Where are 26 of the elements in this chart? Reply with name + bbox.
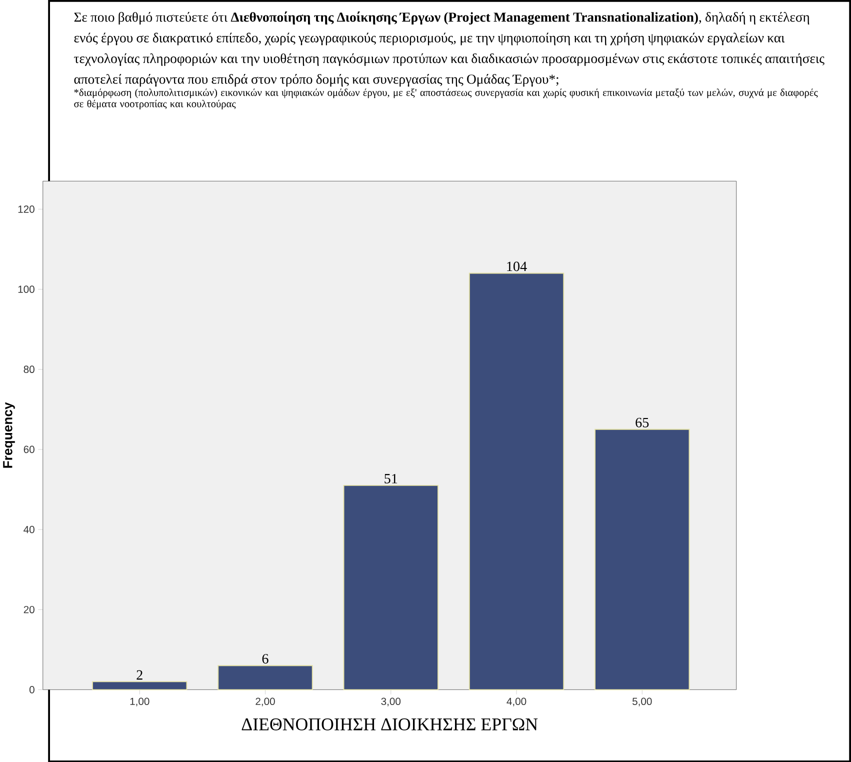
data-label: 104 <box>507 261 527 271</box>
y-axis-title: Frequency <box>3 402 15 468</box>
x-tick-label: 5,00 <box>632 698 652 706</box>
y-tick-label: 40 <box>24 526 34 534</box>
y-tick-label: 60 <box>24 446 34 453</box>
data-label: 65 <box>636 418 649 428</box>
chart-subtitle: *διαμόρφωση (πολυπολιτισμικών) εικονικών και ψηφιακών ομάδων έργου, με εξ' αποστάσεως συνεργασία και χωρίς φυσική επικοινωνία μεταξύ των μελών, συχνά με διαφορές σε θέματα νοοτροπίας και κουλτούρας <box>74 88 818 110</box>
data-label: 6 <box>262 654 268 664</box>
y-tick-label: 0 <box>29 686 34 694</box>
bar <box>343 484 438 690</box>
y-tick-label: 100 <box>18 285 34 293</box>
bar <box>594 428 690 690</box>
y-tick-label: 20 <box>24 606 34 614</box>
data-label: 2 <box>136 670 142 680</box>
x-tick-label: 1,00 <box>130 698 150 706</box>
chart-title: Σε ποιο βαθμό πιστεύετε ότι Διεθνοποίηση της Διοίκησης Έργων (Project Management Transnationalization), δηλαδή η εκτέλεση ενός έργου σε διακρατικό επίπεδο, χωρίς γεωγραφικούς περιορισμούς, με την ψηφιοποίηση και τη χρήση ψηφιακών εργαλείων και τεχνολογίας πληροφοριών και την υιοθέτηση παγκόσμιων προτύπων και διαδικασιών προσαρμοσμένων στις εκάστοτε τοπικές απαιτήσεις αποτελεί παράγοντα που επιδρά στον τρόπο δομής και συνεργασίας της Ομάδας Έργου*; <box>74 11 824 86</box>
y-tick-label: 120 <box>18 205 34 213</box>
y-tick-label: 80 <box>24 366 34 373</box>
x-tick-label: 3,00 <box>381 698 401 706</box>
bar <box>92 681 188 690</box>
data-label: 51 <box>384 474 398 484</box>
x-axis-title: ΔΙΕΘΝΟΠΟΙΗΣΗ ΔΙΟΙΚΗΣΗΣ ΕΡΓΩΝ <box>242 718 538 730</box>
x-tick-label: 2,00 <box>256 698 275 706</box>
x-tick-label: 4,00 <box>506 698 526 706</box>
bar <box>468 272 564 690</box>
bar <box>218 665 313 690</box>
